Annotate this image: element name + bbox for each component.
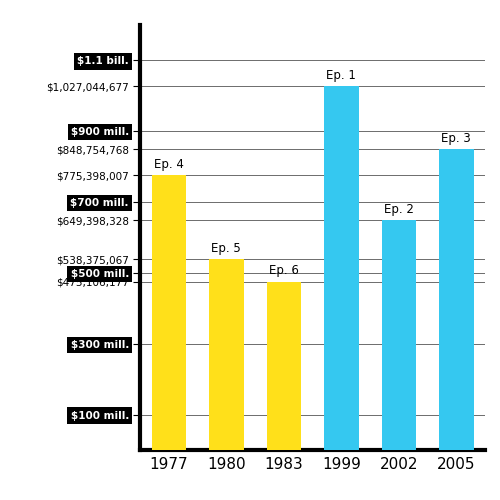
Bar [152,176,186,450]
Text: Ep. 5: Ep. 5 [212,242,241,255]
Bar [382,220,416,450]
Bar [324,86,358,450]
Text: Ep. 2: Ep. 2 [384,203,414,216]
Text: Ep. 1: Ep. 1 [326,69,356,82]
Text: Ep. 6: Ep. 6 [269,264,298,278]
Bar [209,260,244,450]
Bar [266,282,301,450]
Bar [439,150,474,450]
Text: Ep. 4: Ep. 4 [154,158,184,171]
Text: Ep. 3: Ep. 3 [442,132,471,145]
